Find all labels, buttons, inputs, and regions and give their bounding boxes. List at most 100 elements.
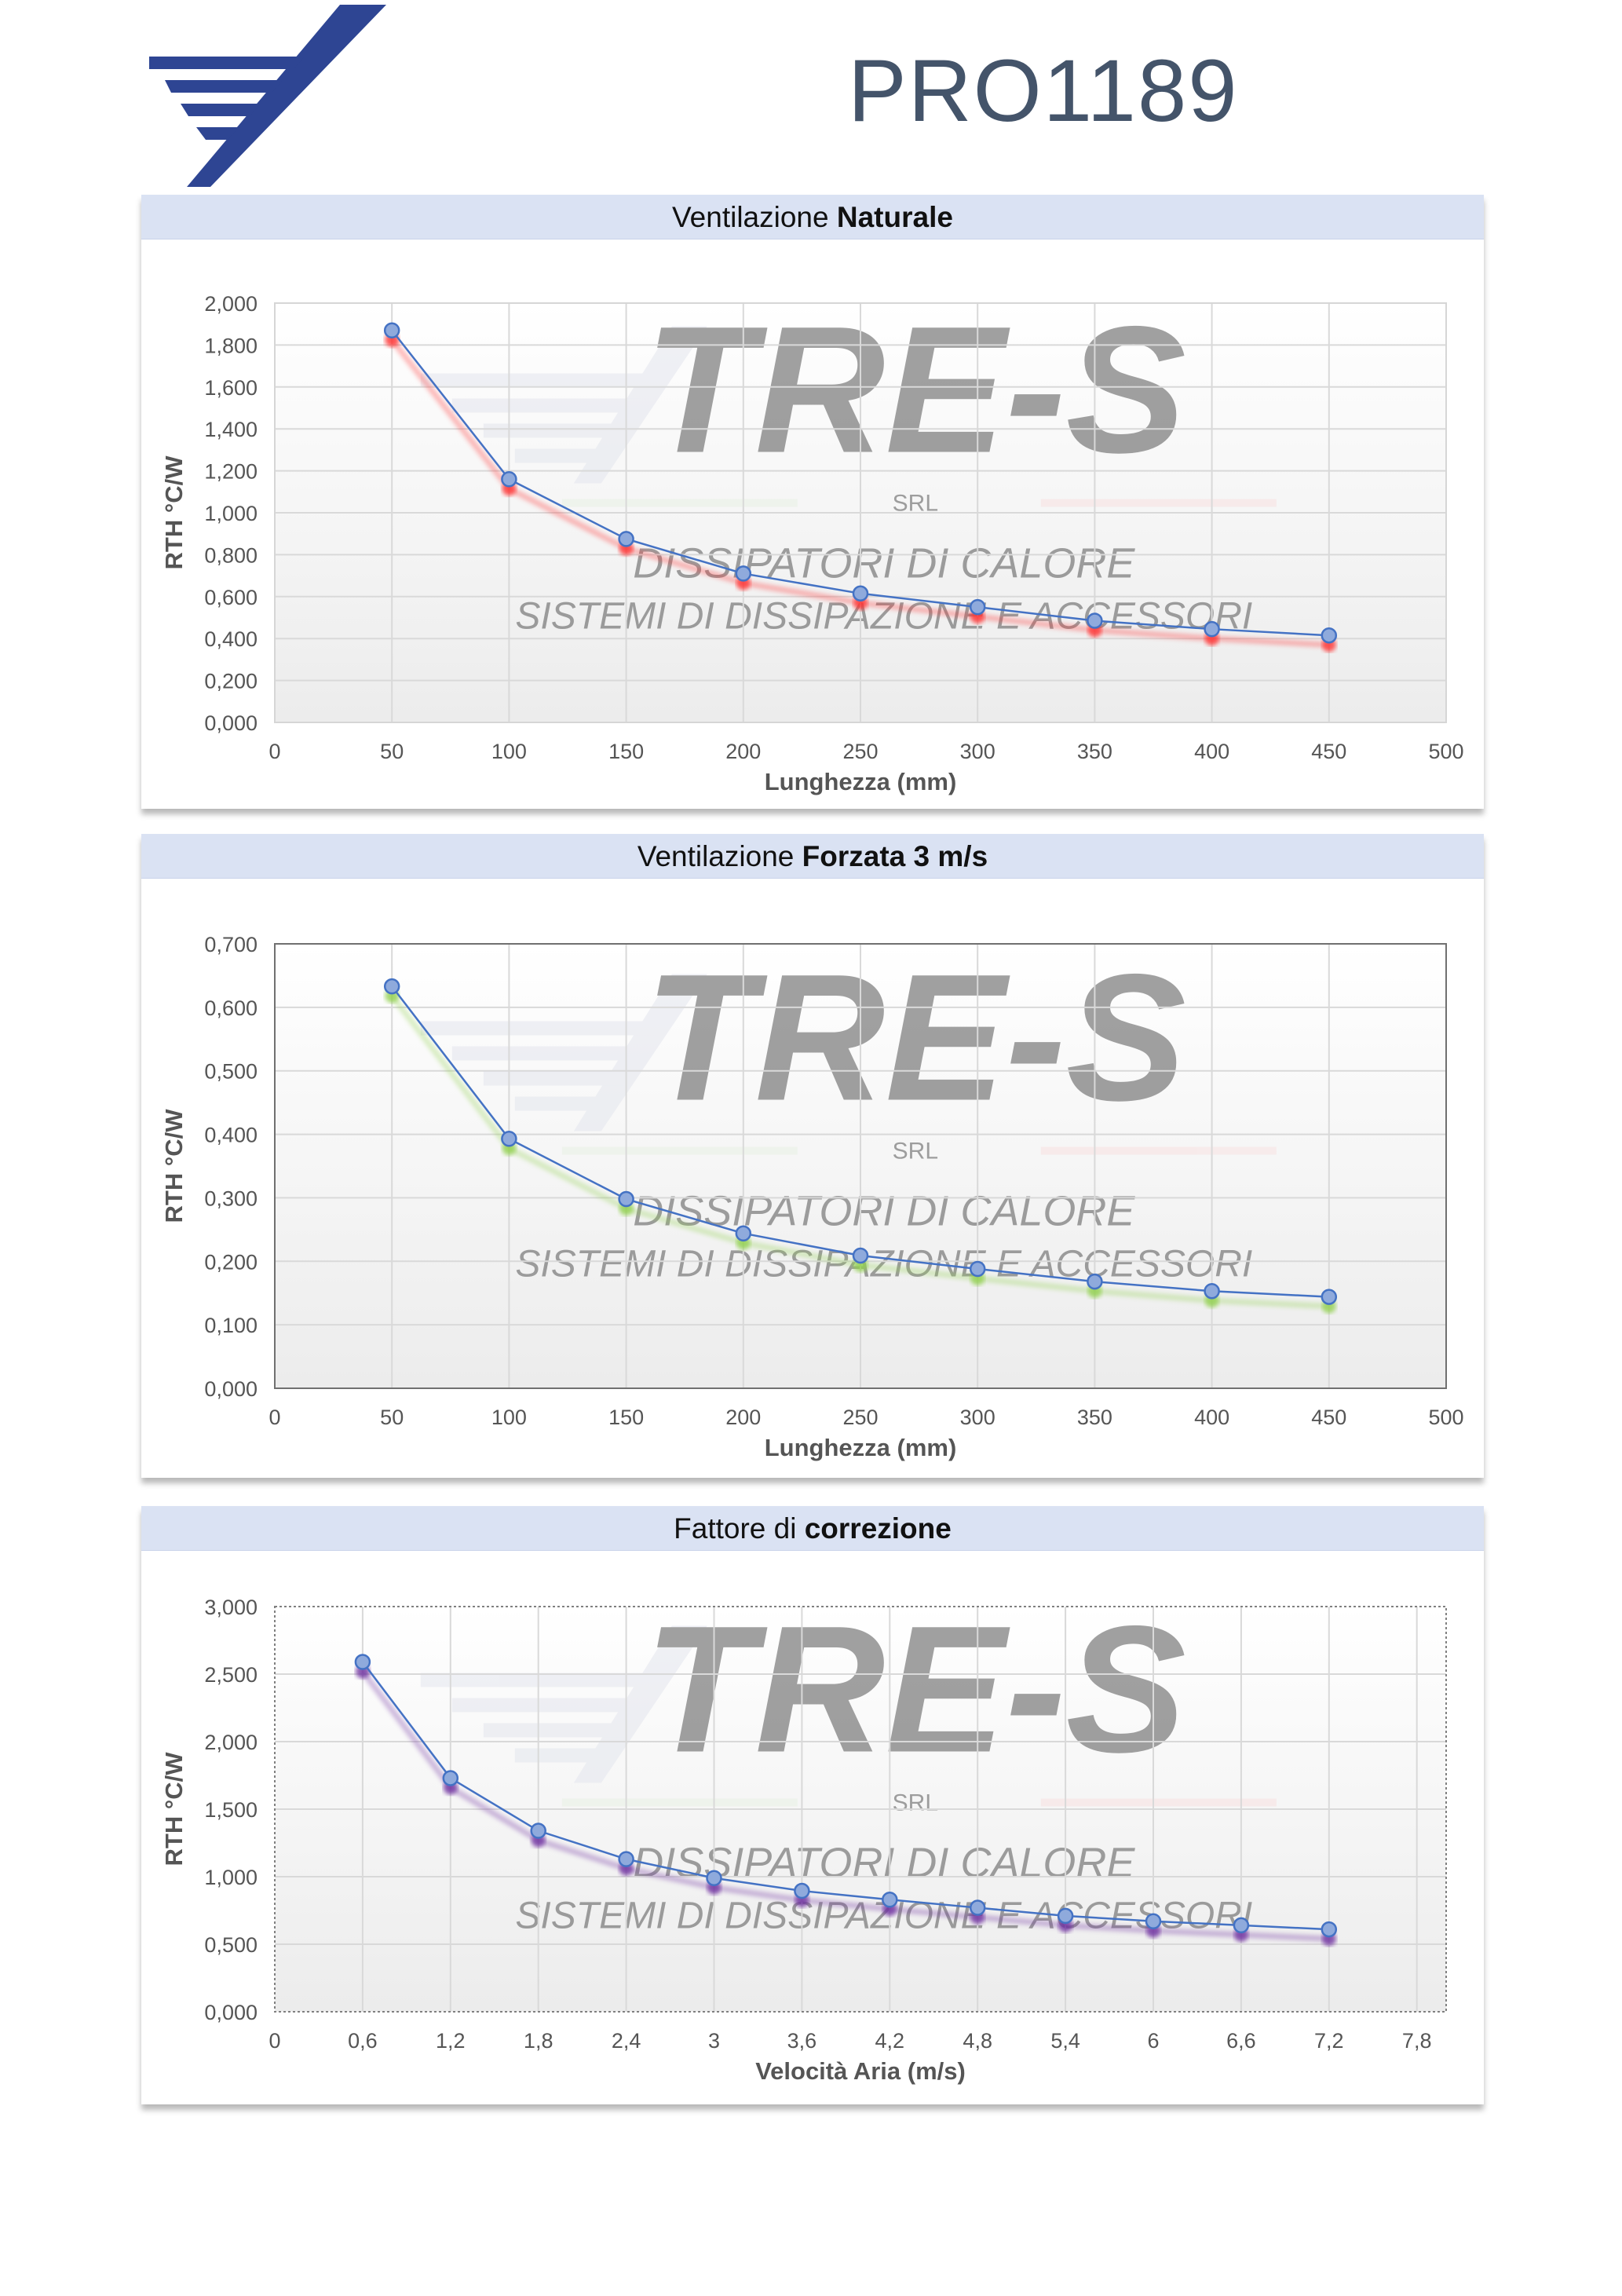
chart-panel-forced: Ventilazione Forzata 3 m/s TRE-S SRL DISSI… [141, 834, 1484, 1478]
data-point [1321, 1289, 1338, 1305]
data-point [383, 322, 400, 338]
watermark-line2: SISTEMI DI DISSIPAZIONE E ACCESSORI [515, 1243, 1252, 1285]
y-axis-title: RTH °C/W [160, 1109, 188, 1223]
chart-title: Fattore di correzione [141, 1506, 1484, 1551]
y-tick-label: 0,200 [204, 670, 258, 693]
chart-title: Ventilazione Forzata 3 m/s [141, 834, 1484, 879]
x-tick-label: 4,2 [875, 2029, 905, 2053]
y-axis-title: RTH °C/W [160, 1752, 188, 1866]
x-tick-label: 3 [708, 2029, 720, 2053]
series-line [361, 1661, 1329, 1931]
data-point [618, 531, 634, 547]
data-point [1057, 1907, 1074, 1925]
data-point [1087, 612, 1103, 629]
x-tick-label: 150 [608, 740, 644, 763]
x-tick-label: 450 [1311, 1406, 1346, 1429]
company-logo [149, 5, 386, 187]
y-tick-label: 1,800 [204, 334, 258, 357]
watermark-green-bar [561, 499, 798, 507]
x-tick-label: 450 [1311, 740, 1346, 763]
plot-frame [274, 1606, 1447, 2013]
series-shadow-line [360, 1669, 1329, 1942]
watermark-stripe [451, 1698, 641, 1713]
x-tick-label: 500 [1428, 1406, 1463, 1429]
y-axis-title: RTH °C/W [160, 455, 188, 570]
watermark-stripe [451, 1046, 641, 1061]
data-point [1321, 627, 1338, 644]
data-point [1233, 1917, 1250, 1934]
watermark-stripe [483, 1723, 625, 1738]
x-tick-label: 1,8 [524, 2029, 553, 2053]
watermark-stripe [483, 423, 625, 438]
data-point [442, 1770, 459, 1786]
watermark-stripe [483, 1071, 625, 1086]
chart-title: Ventilazione Naturale [141, 195, 1484, 239]
y-tick-label: 1,000 [204, 1866, 258, 1889]
chart-panel-natural: Ventilazione Naturale TRE-S SRL DISSIPATOR… [141, 195, 1484, 809]
y-tick-label: 0,000 [204, 1377, 258, 1401]
watermark-brand: TRE-S [645, 936, 1186, 1138]
x-tick-label: 100 [491, 1406, 527, 1429]
x-tick-label: 50 [380, 1406, 404, 1429]
watermark-red-bar [1040, 499, 1277, 507]
y-tick-label: 0,700 [204, 933, 258, 956]
data-point [852, 585, 869, 602]
watermark-stripe [514, 1748, 609, 1763]
data-point [735, 1225, 752, 1241]
data-point [1204, 1283, 1220, 1300]
y-tick-label: 2,000 [204, 1731, 258, 1754]
x-tick-label: 300 [960, 1406, 995, 1429]
watermark-brand: TRE-S [645, 289, 1186, 491]
chart-panel-correction: Fattore di correzione TRE-S SRL DISSIPATOR… [141, 1506, 1484, 2104]
y-tick-label: 0,800 [204, 543, 258, 567]
plot-frame [274, 943, 1447, 1389]
x-tick-label: 300 [960, 740, 995, 763]
data-point [618, 1851, 634, 1867]
watermark-wing [573, 974, 707, 1132]
watermark-wing [573, 326, 707, 484]
data-point [354, 1654, 371, 1670]
watermark-red-bar [1040, 1798, 1277, 1807]
x-tick-label: 0 [269, 1406, 280, 1429]
data-point [530, 1823, 546, 1839]
data-point [969, 1899, 986, 1916]
x-tick-label: 350 [1077, 740, 1112, 763]
watermark-srl: SRL [893, 1138, 938, 1164]
product-code: PRO1189 [848, 42, 1239, 140]
data-point [501, 471, 517, 488]
watermark-red-bar [1040, 1146, 1277, 1155]
watermark-green-bar [561, 1146, 798, 1155]
y-tick-label: 1,600 [204, 376, 258, 400]
x-axis-title: Lunghezza (mm) [765, 1434, 957, 1461]
x-tick-label: 250 [842, 1406, 878, 1429]
x-tick-label: 0 [269, 740, 280, 763]
watermark-stripe [420, 373, 656, 388]
y-tick-label: 3,000 [204, 1596, 258, 1619]
y-tick-label: 0,000 [204, 711, 258, 735]
y-tick-label: 0,100 [204, 1314, 258, 1337]
y-tick-label: 0,400 [204, 627, 258, 651]
watermark-stripe [451, 398, 641, 413]
x-tick-label: 5,4 [1050, 2029, 1080, 2053]
y-tick-label: 0,500 [204, 1060, 258, 1084]
x-axis-title: Lunghezza (mm) [765, 768, 957, 795]
watermark-stripe [514, 1096, 609, 1111]
data-point [501, 1130, 517, 1147]
watermark-stripe [420, 1021, 656, 1036]
data-point [1087, 1273, 1103, 1290]
x-tick-label: 200 [725, 740, 761, 763]
watermark-green-bar [561, 1798, 798, 1807]
watermark-stripe [514, 448, 609, 463]
data-point [618, 1190, 634, 1208]
x-tick-label: 350 [1077, 1406, 1112, 1429]
x-tick-label: 50 [380, 740, 404, 763]
data-point [882, 1891, 898, 1908]
watermark-line1: DISSIPATORI DI CALORE [633, 1187, 1135, 1234]
y-tick-label: 1,000 [204, 502, 258, 525]
data-point [383, 978, 400, 995]
x-tick-label: 200 [725, 1406, 761, 1429]
x-tick-label: 3,6 [787, 2029, 817, 2053]
